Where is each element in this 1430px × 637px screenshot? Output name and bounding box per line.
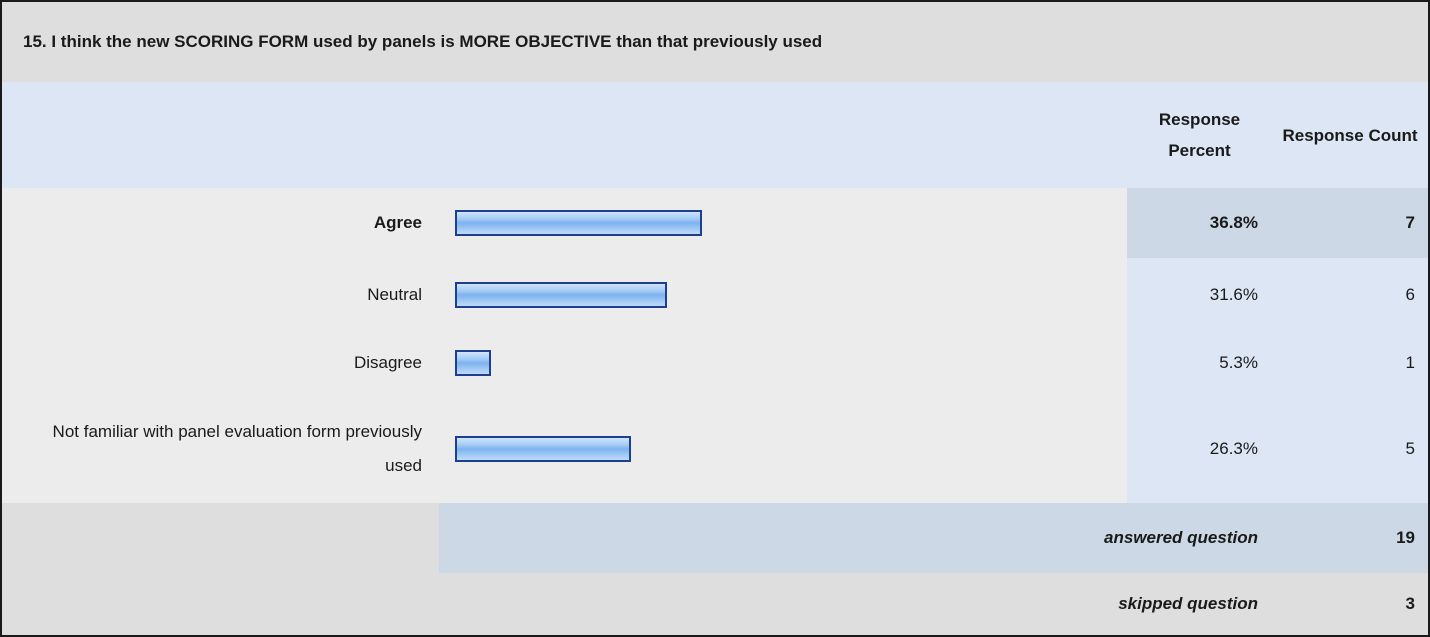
skipped-question-label: skipped question	[1118, 594, 1258, 613]
skipped-question-row	[2, 573, 1428, 635]
response-label-2: Neutral	[367, 284, 422, 304]
response-label-4: Not familiar with panel evaluation form …	[52, 421, 422, 475]
question-title: 15. I think the new SCORING FORM used by…	[23, 32, 823, 51]
column-header-band	[2, 82, 1428, 188]
answered-question-label: answered question	[1104, 528, 1258, 547]
response-percent-4: 26.3%	[1127, 394, 1272, 503]
response-count-header: Response Count	[1282, 125, 1418, 145]
response-count-2: 6	[1272, 258, 1428, 331]
response-percent-3: 5.3%	[1127, 331, 1272, 394]
response-count-1: 7	[1272, 188, 1428, 258]
response-count-3: 1	[1272, 331, 1428, 394]
response-bar-4	[455, 436, 631, 462]
answered-question-row	[439, 503, 1428, 573]
response-bar-1	[455, 210, 702, 236]
response-percent-header: Response Percent	[1158, 110, 1241, 160]
response-percent-1: 36.8%	[1127, 188, 1272, 258]
response-label-1: Agree	[373, 213, 422, 232]
response-label-3: Disagree	[353, 352, 422, 372]
response-percent-2: 31.6%	[1127, 258, 1272, 331]
title-bar: 15. I think the new SCORING FORM used by…	[2, 2, 1428, 82]
response-bar-3	[455, 350, 491, 376]
answered-question-value: 19	[1396, 528, 1415, 547]
response-bar-2	[455, 282, 667, 308]
skipped-question-value: 3	[1405, 594, 1415, 613]
footer-left-spacer	[2, 503, 439, 573]
response-count-4: 5	[1272, 394, 1428, 503]
